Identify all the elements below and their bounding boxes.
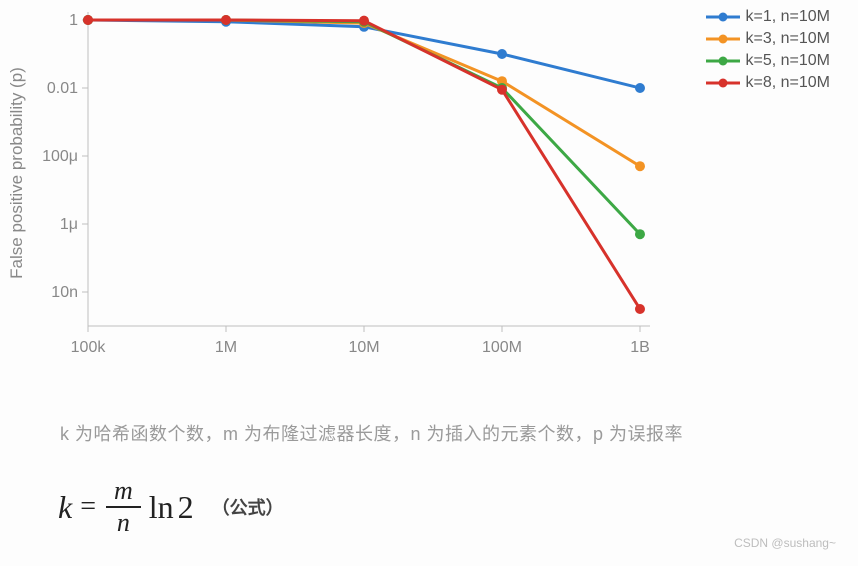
legend-label: k=5, n=10M	[746, 52, 831, 70]
series-marker-2-4	[635, 229, 645, 239]
series-marker-3-1	[221, 15, 231, 25]
series-line-2	[88, 20, 640, 234]
formula-denominator: n	[109, 508, 138, 536]
legend-swatch	[706, 10, 740, 24]
y-tick-label: 100μ	[42, 148, 78, 165]
chart-legend: k=1, n=10M k=3, n=10M k=5, n=10M k=8, n=10M	[706, 8, 831, 96]
series-line-1	[88, 20, 640, 166]
x-tick-label: 1B	[630, 339, 650, 356]
x-tick-label: 100k	[71, 339, 107, 356]
legend-swatch	[706, 76, 740, 90]
formula-row: k = m n ln 2 （公式）	[58, 478, 284, 536]
variable-caption: k 为哈希函数个数，m 为布隆过滤器长度，n 为插入的元素个数，p 为误报率	[60, 420, 683, 446]
series-marker-1-4	[635, 161, 645, 171]
legend-label: k=1, n=10M	[746, 8, 831, 26]
formula-note: （公式）	[212, 494, 284, 520]
y-tick-label: 1μ	[60, 216, 78, 233]
x-tick-label: 1M	[215, 339, 237, 356]
formula-fraction: m n	[106, 478, 141, 536]
legend-swatch	[706, 32, 740, 46]
legend-label: k=8, n=10M	[746, 74, 831, 92]
series-marker-0-3	[497, 49, 507, 59]
formula-eq: =	[80, 491, 96, 523]
series-marker-3-4	[635, 304, 645, 314]
x-tick-label: 100M	[482, 339, 522, 356]
legend-item-2: k=5, n=10M	[706, 52, 831, 70]
y-tick-label: 10n	[51, 284, 78, 301]
series-line-3	[88, 20, 640, 309]
series-marker-3-3	[497, 85, 507, 95]
legend-item-0: k=1, n=10M	[706, 8, 831, 26]
legend-item-3: k=8, n=10M	[706, 74, 831, 92]
formula-lhs: k	[58, 489, 72, 526]
y-tick-label: 1	[69, 12, 78, 29]
series-marker-3-0	[83, 15, 93, 25]
legend-label: k=3, n=10M	[746, 30, 831, 48]
y-tick-label: 0.01	[47, 80, 78, 97]
watermark: CSDN @sushang~	[734, 536, 836, 550]
legend-item-1: k=3, n=10M	[706, 30, 831, 48]
formula-arg: 2	[178, 489, 194, 526]
formula-ln: ln	[149, 489, 174, 526]
formula: k = m n ln 2	[58, 478, 194, 536]
x-tick-label: 10M	[348, 339, 379, 356]
y-axis-label: False positive probability (p)	[7, 67, 26, 279]
legend-swatch	[706, 54, 740, 68]
series-marker-0-4	[635, 83, 645, 93]
formula-numerator: m	[106, 478, 141, 508]
series-marker-3-2	[359, 16, 369, 26]
